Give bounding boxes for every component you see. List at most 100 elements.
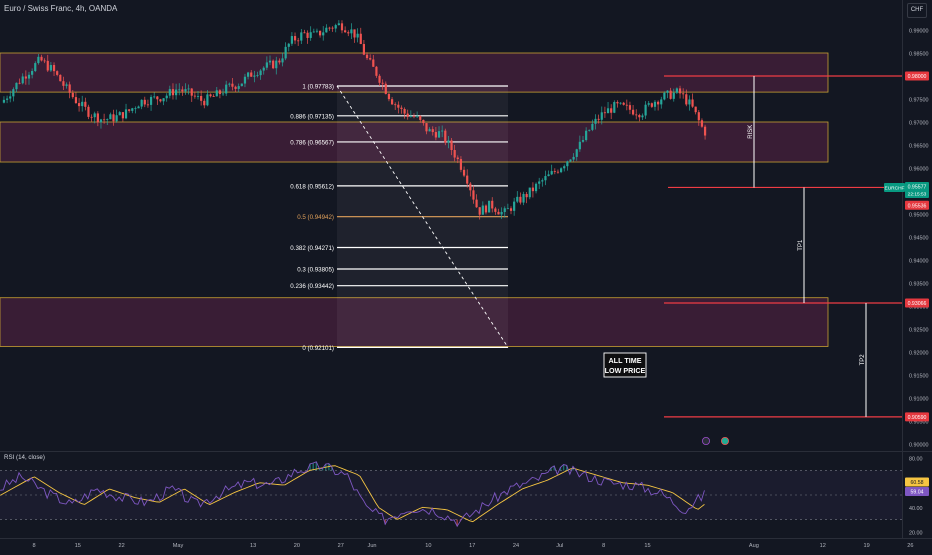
candle-body <box>672 92 675 99</box>
candle-body <box>397 104 400 108</box>
candle-body <box>234 86 237 89</box>
candle-body <box>256 75 259 76</box>
candle-body <box>500 211 503 215</box>
candle-body <box>287 43 290 47</box>
candle-body <box>184 89 187 92</box>
target-price-tag <box>905 71 929 81</box>
time-tick-label: Aug <box>749 543 759 549</box>
candle-body <box>40 56 43 61</box>
candle-body <box>506 208 509 210</box>
candle-body <box>328 27 331 29</box>
candle-body <box>168 89 171 96</box>
candle-body <box>625 104 628 106</box>
candle-body <box>259 70 262 76</box>
candle-body <box>350 29 353 34</box>
price-tick-label: 0.96000 <box>909 167 929 173</box>
rsi-ma-value-label: 60.58 <box>911 480 924 486</box>
time-tick-label: 15 <box>75 543 81 549</box>
time-tick-label: 26 <box>907 543 913 549</box>
symbol-tag <box>884 182 905 192</box>
candle-body <box>221 93 225 95</box>
candle-body <box>106 119 109 121</box>
candle-body <box>149 96 153 105</box>
candle-body <box>71 92 74 98</box>
candle-body <box>344 30 347 33</box>
candle-body <box>250 72 253 77</box>
candle-body <box>272 60 275 69</box>
candle-body <box>356 33 359 38</box>
candle-body <box>469 183 472 191</box>
candle-body <box>378 75 381 83</box>
candle-body <box>362 44 366 55</box>
candle-body <box>84 101 87 107</box>
rsi-ma-value-tag <box>905 477 929 487</box>
candle-body <box>225 84 228 94</box>
time-tick-label: May <box>173 543 184 549</box>
earnings-event-icon[interactable] <box>721 436 730 445</box>
candle-body <box>653 101 657 107</box>
candle-body <box>206 94 209 106</box>
annotation-line: ALL TIME <box>608 356 641 365</box>
candle-body <box>678 88 682 94</box>
candle-body <box>591 123 594 130</box>
time-tick-label: 17 <box>469 543 475 549</box>
fib-level-label: 0 (0.92101) <box>302 345 334 352</box>
candle-body <box>466 175 469 184</box>
candle-body <box>96 113 99 123</box>
candle-body <box>381 82 384 84</box>
candle-body <box>34 63 37 72</box>
current-price-label: 0.95577 <box>908 185 927 191</box>
candle-body <box>585 130 588 141</box>
candle-body <box>337 23 340 26</box>
candle-body <box>422 119 425 124</box>
candle-body <box>146 104 150 106</box>
candle-body <box>231 83 234 87</box>
candle-body <box>657 101 660 105</box>
candle-body <box>447 140 450 143</box>
time-tick-label: 27 <box>338 543 344 549</box>
candle-body <box>209 94 212 97</box>
candle-body <box>666 90 669 93</box>
candle-body <box>68 84 71 93</box>
candle-body <box>162 98 165 102</box>
candle-body <box>462 169 466 176</box>
candle-body <box>484 205 488 213</box>
candle-body <box>284 46 287 59</box>
candle-body <box>81 101 84 107</box>
currency-button[interactable]: CHF <box>907 3 927 18</box>
candle-body <box>453 150 456 158</box>
candle-body <box>613 102 616 113</box>
candle-body <box>115 115 118 122</box>
candle-body <box>90 116 93 118</box>
candle-body <box>87 106 90 117</box>
measure-label: TP2 <box>860 354 866 366</box>
economic-event-icon[interactable] <box>702 436 711 445</box>
price-tick-label: 0.98500 <box>909 52 929 58</box>
candle-body <box>475 199 478 208</box>
candle-body <box>703 126 707 136</box>
candle-body <box>660 99 663 105</box>
candle-body <box>359 33 362 45</box>
candle-body <box>631 109 635 115</box>
candle-body <box>365 54 369 59</box>
candle-body <box>137 106 140 109</box>
candle-body <box>178 89 181 91</box>
candle-body <box>143 99 146 105</box>
candle-body <box>134 108 137 110</box>
candle-body <box>322 32 325 36</box>
candle-body <box>559 168 563 173</box>
rsi-tick-label: 80.00 <box>909 457 923 463</box>
candle-body <box>372 59 375 67</box>
candle-body <box>628 105 632 110</box>
price-tick-label: 0.97000 <box>909 121 929 127</box>
measure-label: TP1 <box>798 239 804 251</box>
candle-body <box>694 106 697 113</box>
candle-body <box>159 99 162 102</box>
candle-body <box>531 187 535 192</box>
candle-body <box>569 159 572 162</box>
fib-level-label: 0.3 (0.93805) <box>297 266 334 273</box>
candle-body <box>12 89 15 97</box>
candle-body <box>428 129 431 132</box>
candle-body <box>124 109 128 119</box>
